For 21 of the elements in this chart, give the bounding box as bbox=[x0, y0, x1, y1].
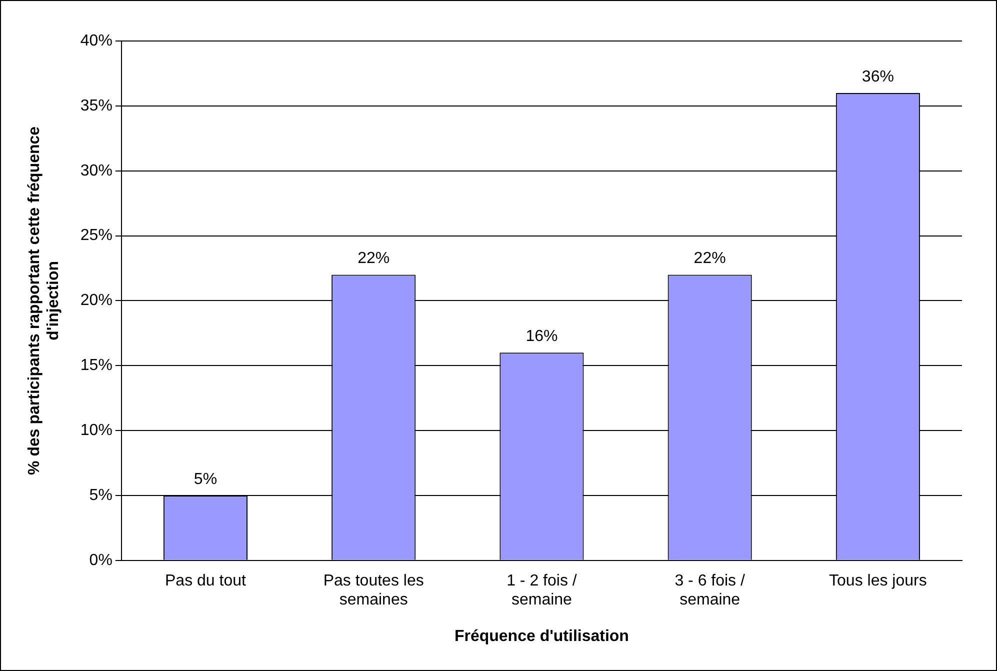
y-tick-label: 10% bbox=[80, 422, 112, 439]
x-tick-label: 3 - 6 fois / semaine bbox=[674, 572, 746, 609]
y-tick-label: 5% bbox=[89, 486, 112, 504]
data-label: 22% bbox=[358, 250, 390, 268]
x-tick-label: Pas toutes les semaines bbox=[323, 572, 424, 609]
y-tick-label: 25% bbox=[80, 227, 112, 244]
data-label: 22% bbox=[694, 250, 726, 268]
x-axis-title: Fréquence d'utilisation bbox=[454, 628, 629, 645]
data-label: 5% bbox=[194, 470, 218, 488]
y-tick-label: 15% bbox=[80, 357, 112, 374]
y-axis-title: % des participants rapportant cette fréquence d'injection bbox=[26, 126, 62, 475]
y-tick-label: 0% bbox=[89, 552, 112, 569]
y-tick-label: 20% bbox=[80, 292, 112, 310]
x-tick-label: 1 - 2 fois / semaine bbox=[506, 572, 578, 609]
data-label: 16% bbox=[526, 328, 558, 346]
y-tick-label: 35% bbox=[80, 97, 112, 114]
x-tick-label: Pas du tout bbox=[165, 572, 247, 590]
data-label: 36% bbox=[862, 68, 894, 86]
y-tick-label: 30% bbox=[80, 162, 112, 180]
y-tick-label: 40% bbox=[80, 32, 112, 50]
x-tick-label: Tous les jours bbox=[829, 572, 927, 590]
